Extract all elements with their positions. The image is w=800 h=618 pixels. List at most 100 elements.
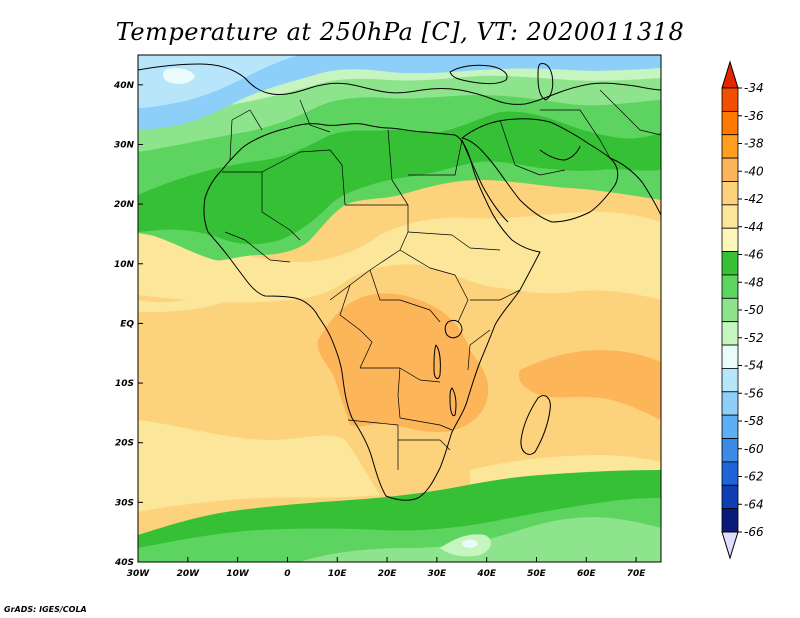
colorbar-label: -36 — [744, 109, 764, 123]
colorbar-label: -38 — [744, 137, 764, 151]
colorbar-label: -66 — [744, 525, 764, 539]
map-frame — [137, 54, 662, 563]
border-line — [224, 231, 291, 263]
colorbar-label: -50 — [744, 303, 764, 317]
colorbar-label: -48 — [744, 275, 764, 289]
black-sea-coastline — [449, 64, 508, 85]
border-line — [347, 419, 399, 470]
y-tick-label: 30S — [115, 498, 134, 508]
colorbar-label: -56 — [744, 386, 764, 400]
colorbar-swatch — [721, 110, 739, 136]
madagascar-coastline — [520, 395, 551, 455]
border-line — [499, 119, 566, 176]
africa-coastline — [203, 123, 541, 501]
field-cyan-south — [462, 539, 478, 548]
field-cyan-patch — [163, 68, 195, 84]
europe-coastline — [138, 63, 661, 105]
colorbar-swatch — [721, 274, 739, 299]
field-orange-east — [518, 350, 661, 420]
field-pale-yellow-south — [138, 420, 380, 512]
colorbar-swatch — [721, 251, 739, 276]
colorbar-swatch — [721, 204, 739, 229]
colorbar-label: -40 — [744, 164, 764, 178]
field-pale-yellow-west — [138, 293, 228, 312]
y-tick-label: 20N — [114, 200, 135, 210]
x-tick-label: 20E — [378, 569, 398, 579]
colorbar-label: -44 — [744, 220, 764, 234]
x-tick-label: 30E — [428, 569, 448, 579]
colorbar-swatch — [721, 157, 739, 182]
x-axis-ticks: 30W 20W 10W 0 10E 20E 30E 40E 50E 60E 70E — [127, 557, 646, 579]
country-borders — [222, 89, 661, 470]
colorbar-label: -62 — [744, 470, 764, 484]
colorbar-swatch — [721, 368, 739, 393]
colorbar-swatch — [721, 438, 739, 463]
colorbar-label: -34 — [744, 81, 764, 95]
colorbar-swatch — [721, 297, 739, 323]
lake-tanganyika — [433, 344, 441, 380]
colorbar-top-arrow — [721, 60, 739, 89]
colorbar-swatch — [721, 227, 739, 252]
colorbar-label: -54 — [744, 359, 764, 373]
lake-malawi — [449, 387, 457, 417]
y-axis-ticks: 40N 30N 20N 10N EQ 10S 20S 30S 40S — [113, 81, 143, 568]
border-line — [261, 149, 346, 206]
field-pale-yellow-north — [138, 211, 661, 303]
x-tick-label: 10W — [226, 569, 250, 579]
border-line — [540, 109, 611, 159]
colorbar-swatch — [721, 321, 739, 346]
red-sea-coastline — [461, 139, 509, 223]
colorbar-swatch — [721, 87, 739, 112]
border-line — [470, 289, 521, 301]
border-line — [299, 99, 331, 133]
border-line — [329, 249, 401, 301]
border-line — [399, 249, 469, 323]
coastlines — [138, 63, 661, 501]
border-line — [222, 171, 301, 241]
colorbar: -34 -36 -38 -40 -42 -44 -46 -48 -50 -52 -54 -56 -58 -… — [721, 60, 764, 560]
x-tick-label: 20W — [177, 569, 201, 579]
colorbar-bottom-arrow — [721, 531, 739, 560]
colorbar-swatch — [721, 414, 739, 439]
border-line — [408, 139, 463, 176]
x-tick-label: 10E — [328, 569, 348, 579]
colorbar-swatch — [721, 391, 739, 416]
border-line — [407, 231, 501, 251]
border-line — [339, 284, 373, 369]
y-tick-label: 20S — [115, 439, 134, 449]
y-tick-label: 40N — [113, 81, 135, 91]
y-tick-label: 40S — [114, 558, 134, 568]
colorbar-label: -60 — [744, 442, 764, 456]
y-tick-label: 30N — [114, 140, 135, 150]
colorbar-swatch — [721, 344, 739, 369]
x-tick-label: 30W — [127, 569, 151, 579]
persian-gulf-coastline — [539, 145, 581, 161]
arabia-coastline — [461, 118, 619, 223]
map-title: Temperature at 250hPa [C], VT: 202001131… — [116, 18, 684, 46]
border-line — [345, 204, 409, 251]
field-blue-northwest — [138, 55, 661, 130]
lake-victoria — [444, 319, 463, 339]
colorbar-label: -52 — [744, 331, 764, 345]
colorbar-swatch — [721, 508, 739, 533]
x-tick-label: 0 — [284, 569, 290, 579]
y-tick-label: 10N — [114, 260, 135, 270]
border-line — [398, 439, 451, 451]
y-tick-label: 10S — [115, 379, 134, 389]
border-line — [467, 329, 491, 371]
colorbar-swatch — [721, 484, 739, 510]
border-line — [387, 129, 409, 206]
colorbar-swatch — [721, 181, 739, 206]
field-orange-central — [317, 293, 489, 433]
colorbar-label: -58 — [744, 414, 764, 428]
map-area — [138, 55, 661, 562]
border-line — [229, 109, 263, 161]
x-tick-label: 60E — [577, 569, 597, 579]
border-line — [369, 269, 441, 323]
border-line — [397, 367, 453, 431]
border-line — [599, 89, 661, 136]
india-coastline — [609, 157, 661, 216]
y-tick-label: EQ — [120, 319, 134, 329]
x-tick-label: 40E — [476, 569, 497, 579]
